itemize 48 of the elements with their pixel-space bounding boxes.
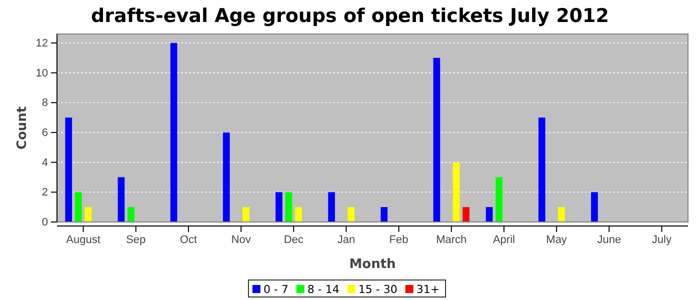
x-tick-label: Oct — [180, 234, 198, 246]
bar — [222, 132, 230, 222]
bar — [486, 207, 493, 222]
bar — [285, 192, 292, 222]
x-tick-label: March — [436, 234, 467, 246]
bar — [462, 207, 470, 222]
legend-label: 0 - 7 — [263, 283, 288, 296]
y-axis-title: Count — [15, 106, 30, 150]
bar — [170, 42, 178, 222]
y-tick-label: 4 — [42, 156, 48, 169]
bar — [496, 177, 502, 222]
bar — [380, 207, 388, 222]
bar — [558, 207, 565, 222]
bar — [328, 192, 335, 222]
bar — [295, 207, 302, 222]
y-tick-label: 10 — [36, 67, 48, 80]
bar — [591, 192, 598, 222]
bar — [118, 177, 125, 222]
bar — [348, 207, 355, 222]
bar — [538, 118, 546, 222]
legend-label: 8 - 14 — [307, 283, 340, 296]
bar — [74, 192, 82, 222]
chart-title: drafts-eval Age groups of open tickets July 2012 — [91, 5, 609, 27]
y-tick-label: 0 — [42, 216, 48, 229]
legend-label: 15 - 30 — [358, 283, 398, 296]
bar — [65, 118, 72, 222]
x-tick-label: June — [597, 234, 622, 246]
bar — [84, 207, 92, 222]
y-tick-label: 6 — [42, 126, 48, 139]
bar — [276, 192, 282, 222]
x-tick-label: Sep — [126, 234, 146, 246]
bar — [452, 162, 460, 222]
bar — [242, 207, 250, 222]
legend-label: 31+ — [416, 283, 440, 296]
y-tick-label: 8 — [42, 97, 48, 110]
y-tick-label: 2 — [42, 186, 48, 199]
x-axis-title: Month — [349, 257, 396, 272]
bar — [433, 58, 440, 222]
x-tick-label: Feb — [389, 234, 408, 246]
x-tick-label: May — [546, 234, 568, 246]
x-tick-label: Dec — [284, 234, 304, 246]
x-tick-label: Nov — [231, 234, 252, 246]
x-tick-label: April — [492, 234, 515, 246]
bar — [128, 207, 134, 222]
y-tick-label: 12 — [36, 37, 48, 50]
x-tick-label: August — [66, 234, 100, 246]
x-tick-label: Jan — [337, 234, 356, 246]
x-tick-label: July — [652, 234, 672, 246]
